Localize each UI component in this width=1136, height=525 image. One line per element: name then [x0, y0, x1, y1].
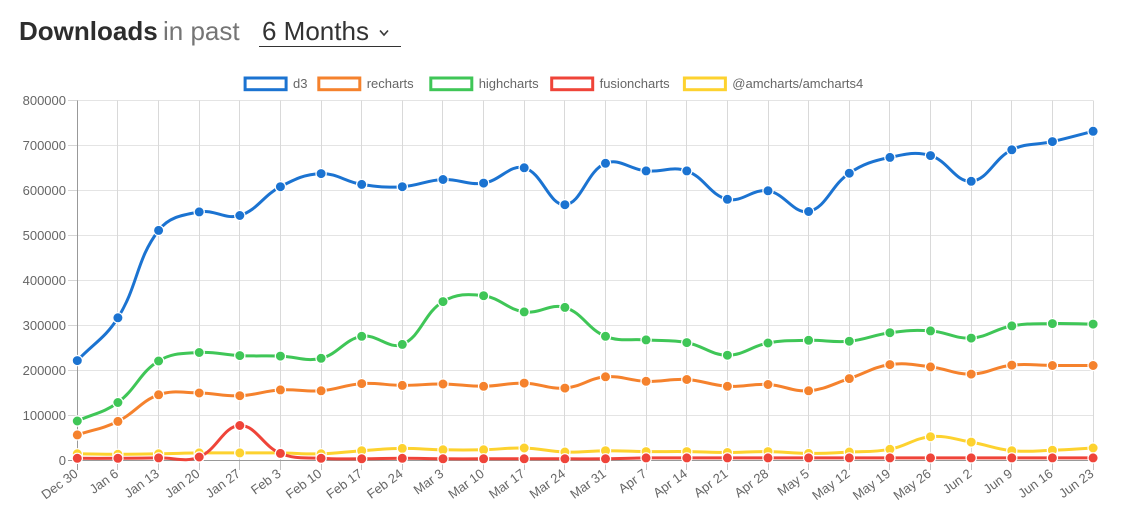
svg-text:Mar 3: Mar 3 — [411, 466, 447, 498]
svg-text:Apr 7: Apr 7 — [615, 466, 649, 496]
svg-text:@amcharts/amcharts4: @amcharts/amcharts4 — [732, 76, 863, 91]
svg-text:700000: 700000 — [23, 138, 66, 153]
svg-text:Mar 17: Mar 17 — [486, 466, 528, 502]
svg-text:Jun 9: Jun 9 — [981, 466, 1016, 497]
svg-text:Mar 10: Mar 10 — [445, 466, 487, 502]
svg-text:Dec 30: Dec 30 — [38, 466, 80, 502]
svg-text:Jun 16: Jun 16 — [1015, 466, 1055, 501]
svg-text:Mar 31: Mar 31 — [567, 466, 609, 502]
svg-text:Apr 28: Apr 28 — [731, 466, 771, 501]
svg-text:Jan 6: Jan 6 — [87, 466, 122, 497]
svg-text:May 12: May 12 — [809, 466, 852, 503]
svg-text:fusioncharts: fusioncharts — [600, 76, 671, 91]
svg-text:Feb 3: Feb 3 — [248, 466, 284, 498]
svg-text:highcharts: highcharts — [479, 76, 539, 91]
svg-text:May 19: May 19 — [850, 466, 893, 503]
svg-text:600000: 600000 — [23, 183, 66, 198]
svg-text:recharts: recharts — [367, 76, 414, 91]
svg-text:Jan 13: Jan 13 — [121, 466, 161, 501]
svg-text:Apr 14: Apr 14 — [650, 466, 690, 501]
svg-text:500000: 500000 — [23, 228, 66, 243]
svg-text:Feb 17: Feb 17 — [323, 466, 365, 502]
svg-text:May 26: May 26 — [890, 466, 933, 503]
svg-text:May 5: May 5 — [774, 466, 811, 499]
svg-text:800000: 800000 — [23, 93, 66, 108]
svg-text:300000: 300000 — [23, 318, 66, 333]
svg-text:Feb 10: Feb 10 — [283, 466, 325, 502]
svg-text:Jun 2: Jun 2 — [940, 466, 975, 497]
svg-text:Jan 20: Jan 20 — [162, 466, 202, 501]
svg-text:Mar 24: Mar 24 — [527, 466, 569, 502]
svg-text:Feb 24: Feb 24 — [364, 466, 406, 502]
svg-text:Jun 23: Jun 23 — [1056, 466, 1096, 501]
svg-text:200000: 200000 — [23, 363, 66, 378]
svg-text:0: 0 — [59, 453, 66, 468]
svg-text:Jan 27: Jan 27 — [203, 466, 243, 501]
svg-text:400000: 400000 — [23, 273, 66, 288]
svg-text:Apr 21: Apr 21 — [691, 466, 731, 501]
svg-text:d3: d3 — [293, 76, 307, 91]
svg-text:100000: 100000 — [23, 408, 66, 423]
